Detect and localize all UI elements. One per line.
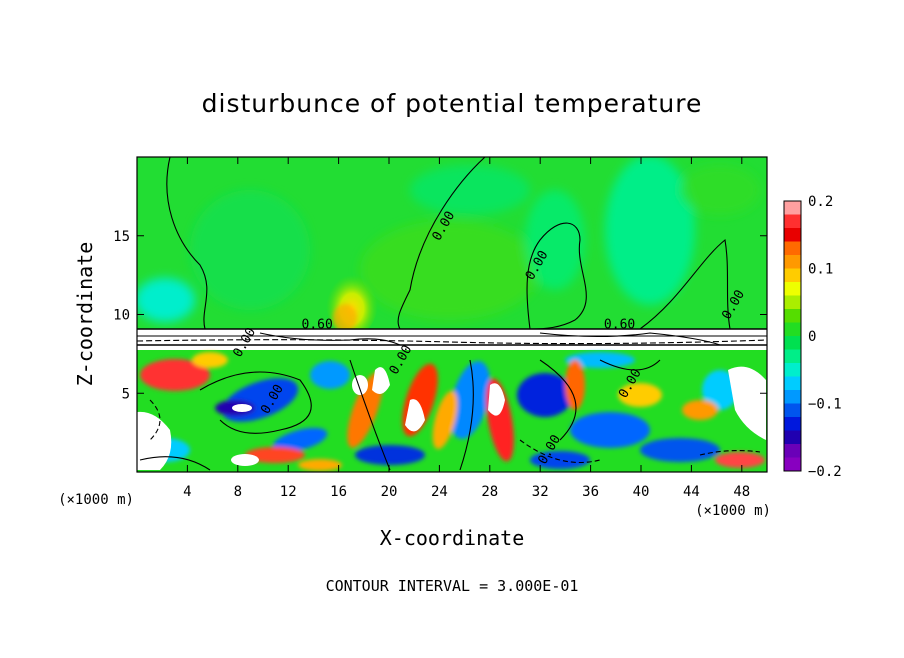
colorbar-swatch: [784, 282, 801, 296]
colorbar-ticks: 0.2 0.1 0 −0.1 −0.2: [808, 194, 842, 480]
x-tick-label: 8: [234, 484, 242, 500]
colorbar-swatch: [784, 363, 801, 377]
x-tick-label: 24: [431, 484, 448, 500]
colorbar-swatch: [784, 390, 801, 404]
x-tick-label: 36: [582, 484, 599, 500]
colorbar-swatch: [784, 255, 801, 269]
colorbar-swatch: [784, 322, 801, 337]
x-axis: 4 8 12 16 20 24 28 32 36 40 44 48: [183, 157, 750, 500]
contour-label: 0.60: [604, 318, 635, 333]
colorbar-swatch: [784, 214, 801, 229]
contour-label: 0.60: [302, 318, 333, 333]
colorbar-swatch: [784, 417, 801, 431]
colorbar-swatch: [784, 241, 801, 256]
colorbar-tick-label: 0.2: [808, 194, 833, 210]
colorbar-swatch: [784, 457, 801, 472]
colorbar-swatch: [784, 376, 801, 391]
chart-title: disturbunce of potential temperature: [202, 89, 703, 118]
colorbar-swatch: [784, 228, 801, 242]
y-axis-label: Z-coordinate: [73, 242, 97, 387]
x-tick-label: 44: [683, 484, 700, 500]
y-tick-label: 15: [113, 229, 130, 245]
x-tick-label: 12: [280, 484, 297, 500]
x-tick-label: 16: [330, 484, 347, 500]
x-tick-label: 48: [733, 484, 750, 500]
colorbar-tick-label: −0.2: [808, 464, 842, 480]
colorbar-swatch: [784, 295, 801, 310]
colorbar-tick-label: 0: [808, 329, 816, 345]
x-tick-label: 4: [183, 484, 191, 500]
colorbar-tick-label: −0.1: [808, 397, 842, 413]
contour-lines: [137, 157, 767, 471]
x-tick-label: 32: [532, 484, 549, 500]
colorbar-swatch: [784, 309, 801, 323]
y-tick-label: 5: [122, 386, 130, 402]
x-axis-label: X-coordinate: [380, 526, 525, 550]
y-axis: 5 10 15: [113, 229, 767, 402]
colorbar: [783, 200, 802, 472]
contour-interval-note: CONTOUR INTERVAL = 3.000E-01: [326, 577, 579, 595]
x-tick-label: 28: [481, 484, 498, 500]
colorbar-swatch: [784, 444, 801, 458]
colorbar-swatch: [784, 403, 801, 418]
colorbar-swatch: [784, 336, 801, 350]
x-unit-left: (×1000 m): [58, 492, 134, 508]
x-unit-right: (×1000 m): [695, 503, 771, 519]
colorbar-swatch: [784, 201, 801, 215]
x-tick-label: 40: [633, 484, 650, 500]
colorbar-frame: [783, 200, 802, 472]
colorbar-swatch: [784, 430, 801, 445]
colorbar-swatch: [784, 268, 801, 283]
colorbar-swatch: [784, 349, 801, 364]
y-tick-label: 10: [113, 308, 130, 324]
colorbar-tick-label: 0.1: [808, 262, 833, 278]
heatmap-field: [137, 157, 767, 472]
x-tick-label: 20: [381, 484, 398, 500]
